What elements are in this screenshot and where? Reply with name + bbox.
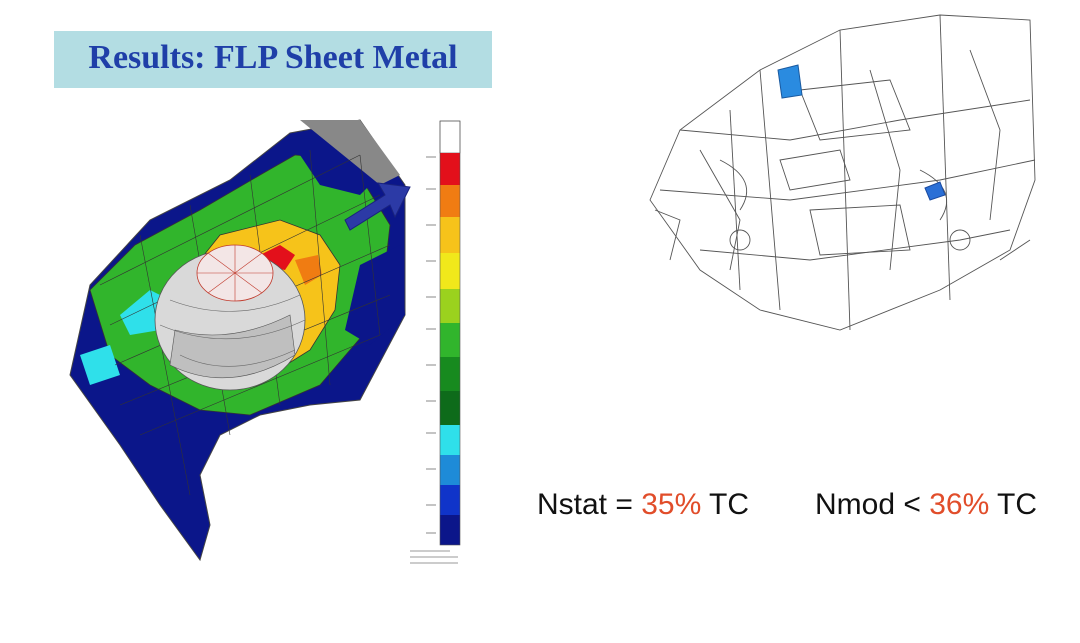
page-title: Results: FLP Sheet Metal <box>88 39 458 76</box>
nstat-label: Nstat = <box>537 488 642 521</box>
title-banner: Results: FLP Sheet Metal <box>54 31 492 88</box>
color-legend <box>410 120 461 564</box>
nmod-label: Nmod < <box>815 488 930 521</box>
nstat-value: 35% <box>641 488 702 521</box>
nmod-value: 36% <box>929 488 990 521</box>
fea-contour-plot <box>69 119 461 564</box>
nstat-unit: TC <box>701 488 750 521</box>
arrow-pointer-icon <box>344 182 411 231</box>
nmod-equation: Nmod < 36% TC <box>815 488 1037 522</box>
vehicle-wireframe-icon <box>649 14 1036 331</box>
nmod-unit: TC <box>989 488 1038 521</box>
nstat-equation: Nstat = 35% TC <box>537 488 749 522</box>
